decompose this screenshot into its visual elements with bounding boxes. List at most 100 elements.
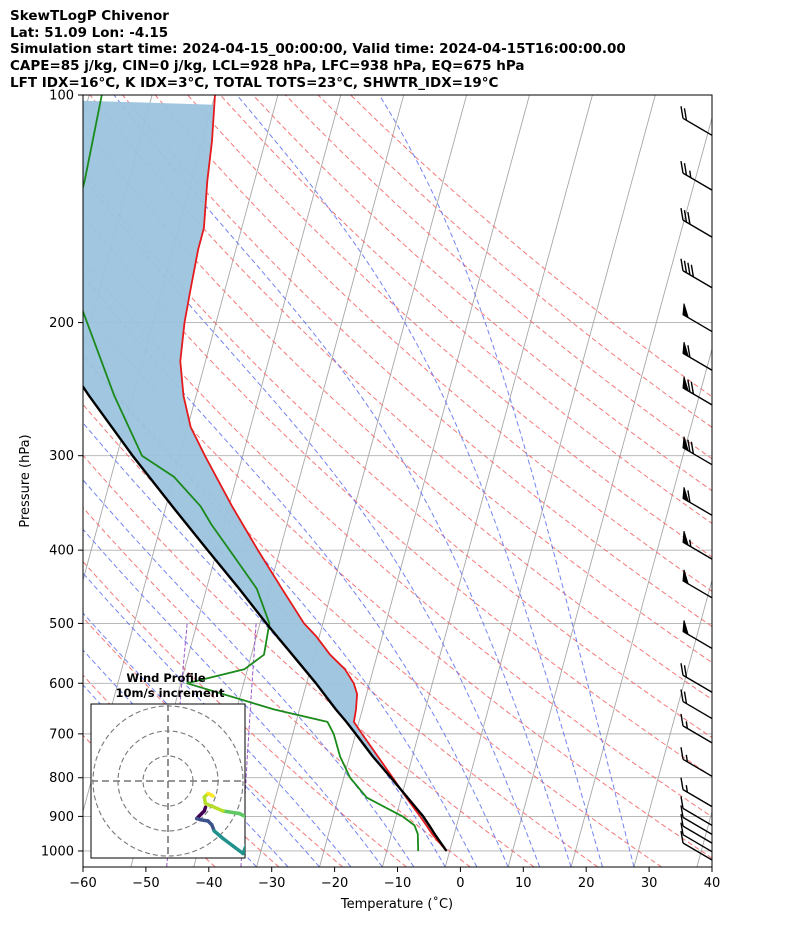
dry-adiabat xyxy=(83,127,712,701)
hodograph-inset: Wind Profile 10m/s increment xyxy=(90,671,246,859)
barb-staff xyxy=(682,172,713,191)
dry-adiabat xyxy=(83,170,712,739)
barb-full xyxy=(687,439,691,452)
barb-full xyxy=(683,210,688,223)
barb-flag xyxy=(682,620,690,636)
x-tick-label: 30 xyxy=(641,876,658,891)
barb-full xyxy=(680,822,684,835)
dry-adiabat xyxy=(83,506,471,867)
stability-indices: LFT IDX=16°C, K IDX=3°C, TOTAL TOTS=23°C… xyxy=(10,75,498,91)
wind-barb xyxy=(680,689,713,720)
wind-barb xyxy=(682,342,713,371)
x-tick-label: −20 xyxy=(321,876,348,891)
moist-adiabat xyxy=(236,95,603,867)
barb-full xyxy=(687,379,691,392)
barb-staff xyxy=(682,816,713,835)
barb-staff xyxy=(682,825,713,844)
wind-barb xyxy=(680,830,713,861)
hodograph-segment xyxy=(221,809,241,816)
wind-barb xyxy=(680,161,713,191)
barb-full xyxy=(680,258,684,271)
barb-full xyxy=(690,381,695,395)
wind-barb xyxy=(680,208,713,238)
x-tick-label: 0 xyxy=(456,876,464,891)
x-tick-label: −60 xyxy=(69,876,96,891)
wind-barb xyxy=(680,106,713,136)
x-tick-label: −40 xyxy=(195,876,222,891)
barb-staff xyxy=(682,270,713,289)
wind-barb xyxy=(680,814,713,844)
hodograph-title: Wind Profile xyxy=(126,671,206,685)
barb-full xyxy=(683,260,688,273)
dry-adiabat xyxy=(83,560,407,867)
barb-full xyxy=(690,264,695,277)
barb-flag xyxy=(682,342,690,358)
barb-full xyxy=(680,208,684,221)
isotherm-line xyxy=(507,116,712,867)
barb-flag xyxy=(682,436,690,452)
isotherm-line xyxy=(444,95,656,867)
dewpoint-line xyxy=(83,95,420,852)
moist-adiabat xyxy=(83,572,352,867)
barb-full xyxy=(680,830,684,844)
dry-adiabat xyxy=(154,95,712,592)
barb-staff xyxy=(682,834,713,853)
barb-full xyxy=(680,689,684,702)
barb-full xyxy=(680,713,684,726)
isotherm-line xyxy=(570,347,712,867)
axis-ticks: −60 −50 −40 −30 −20 −10 0 10 20 30 40 100 200 300 400 5… xyxy=(41,89,720,892)
wind-barb xyxy=(680,822,713,853)
barb-half xyxy=(685,785,689,793)
barb-full xyxy=(680,161,684,174)
isotherm-line xyxy=(256,95,468,867)
hodograph-segment xyxy=(241,843,245,856)
barb-half xyxy=(689,170,692,178)
hodograph-segment xyxy=(212,829,225,841)
cape-area xyxy=(83,100,432,830)
barb-full xyxy=(683,665,688,678)
moist-adiabat xyxy=(83,612,320,867)
barb-full xyxy=(680,796,684,809)
barb-full xyxy=(687,212,691,225)
wind-barb xyxy=(680,663,713,693)
x-tick-label: −10 xyxy=(384,876,411,891)
y-tick-label: 900 xyxy=(49,810,74,825)
y-tick-label: 300 xyxy=(49,449,74,464)
x-axis-label: Temperature (˚C) xyxy=(340,896,453,912)
barb-staff xyxy=(682,789,713,808)
y-tick-label: 100 xyxy=(49,89,74,104)
barb-full xyxy=(687,345,691,358)
barb-staff xyxy=(682,700,713,720)
hodograph-segment xyxy=(203,801,225,813)
barb-flag xyxy=(682,530,690,547)
wind-barb xyxy=(682,569,713,599)
wind-barbs xyxy=(680,106,713,861)
moist-adiabat xyxy=(113,95,572,867)
moist-adiabat xyxy=(83,479,415,867)
barb-flag xyxy=(682,376,690,392)
wind-barb xyxy=(682,303,713,333)
barb-half xyxy=(685,754,689,762)
barb-staff xyxy=(682,674,713,693)
wind-barb xyxy=(680,258,713,289)
wind-barb xyxy=(680,713,713,744)
barb-full xyxy=(683,691,688,704)
profile-lines xyxy=(83,95,448,852)
barb-half xyxy=(689,539,692,547)
wind-barb xyxy=(682,376,713,406)
dry-adiabat xyxy=(83,259,712,818)
barb-full xyxy=(680,777,684,790)
chart-title: SkewTLogP Chivenor xyxy=(10,8,169,24)
barb-full xyxy=(680,106,684,119)
dry-adiabat xyxy=(83,454,535,867)
wind-barb xyxy=(682,620,713,650)
y-tick-label: 700 xyxy=(49,727,74,742)
station-location: Lat: 51.09 Lon: -4.15 xyxy=(10,25,168,41)
y-tick-label: 600 xyxy=(49,677,74,692)
barb-half xyxy=(685,721,689,729)
barb-full xyxy=(687,490,691,503)
wind-barb xyxy=(680,747,713,777)
dry-adiabat xyxy=(83,403,599,867)
y-tick-label: 400 xyxy=(49,544,74,559)
